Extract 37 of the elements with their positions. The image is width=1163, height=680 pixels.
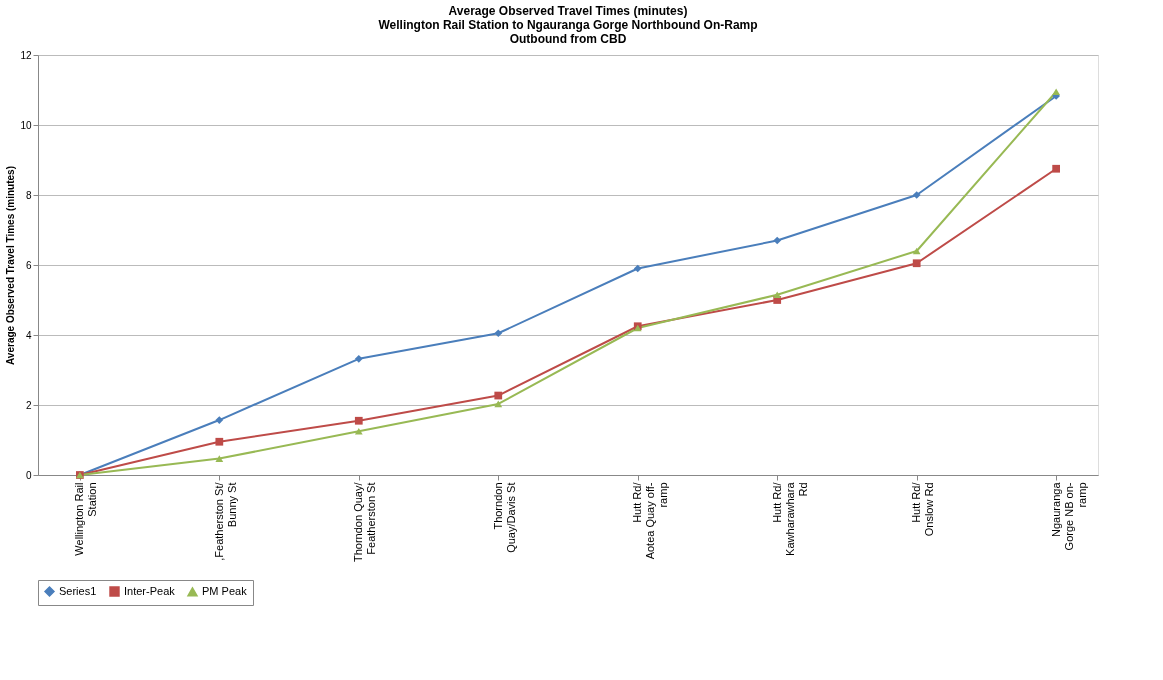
x-tick-label: Hutt Rd/ Onslow Rd <box>910 481 936 537</box>
legend-label: Inter-Peak <box>124 584 176 597</box>
point <box>354 416 363 425</box>
text: Average Observed Travel Times (minutes) <box>448 4 688 18</box>
point <box>1052 164 1061 173</box>
y-tick-label: 6 <box>25 259 32 271</box>
point <box>494 329 503 338</box>
text: Outbound from CBD <box>509 32 627 46</box>
point <box>215 437 224 446</box>
y-tick-label: 4 <box>25 329 32 341</box>
legend-label: Series1 <box>59 584 97 597</box>
point <box>773 236 782 245</box>
point <box>912 191 921 199</box>
point <box>354 427 363 435</box>
y-tick-label: 0 <box>25 469 32 481</box>
point <box>912 259 921 268</box>
x-tick-label: Ngauranga Gorge NB on- ramp <box>1049 481 1088 551</box>
x-tick-label: ,Featherston St/ Bunny St <box>212 481 238 561</box>
x-tick-label: Wellington Rail Station <box>73 482 99 556</box>
point <box>633 264 642 273</box>
y-tick-label: 10 <box>20 119 32 131</box>
x-tick-label: Thorndon Quay/Davis St <box>491 482 517 553</box>
legend-label: PM Peak <box>202 584 248 597</box>
x-tick-label: Hutt Rd/ Aotea Quay off- ramp <box>631 481 670 560</box>
point <box>215 455 224 462</box>
point <box>215 416 224 424</box>
y-tick-label: 2 <box>25 399 32 411</box>
point <box>1052 88 1061 96</box>
y-axis-title: Average Observed Travel Times (minutes) <box>5 166 17 365</box>
y-tick-label: 8 <box>25 189 32 201</box>
y-tick-label: 12 <box>20 49 32 61</box>
text: Wellington Rail Station to Ngauranga Gorge Northbound On-Ramp <box>378 18 758 32</box>
x-tick-label: Hutt Rd/ Kawharawhara Rd <box>770 481 809 556</box>
point <box>354 354 363 363</box>
point <box>494 391 503 400</box>
x-tick-label: Thorndon Quay/ Featherston St <box>352 481 378 562</box>
point <box>773 291 782 299</box>
